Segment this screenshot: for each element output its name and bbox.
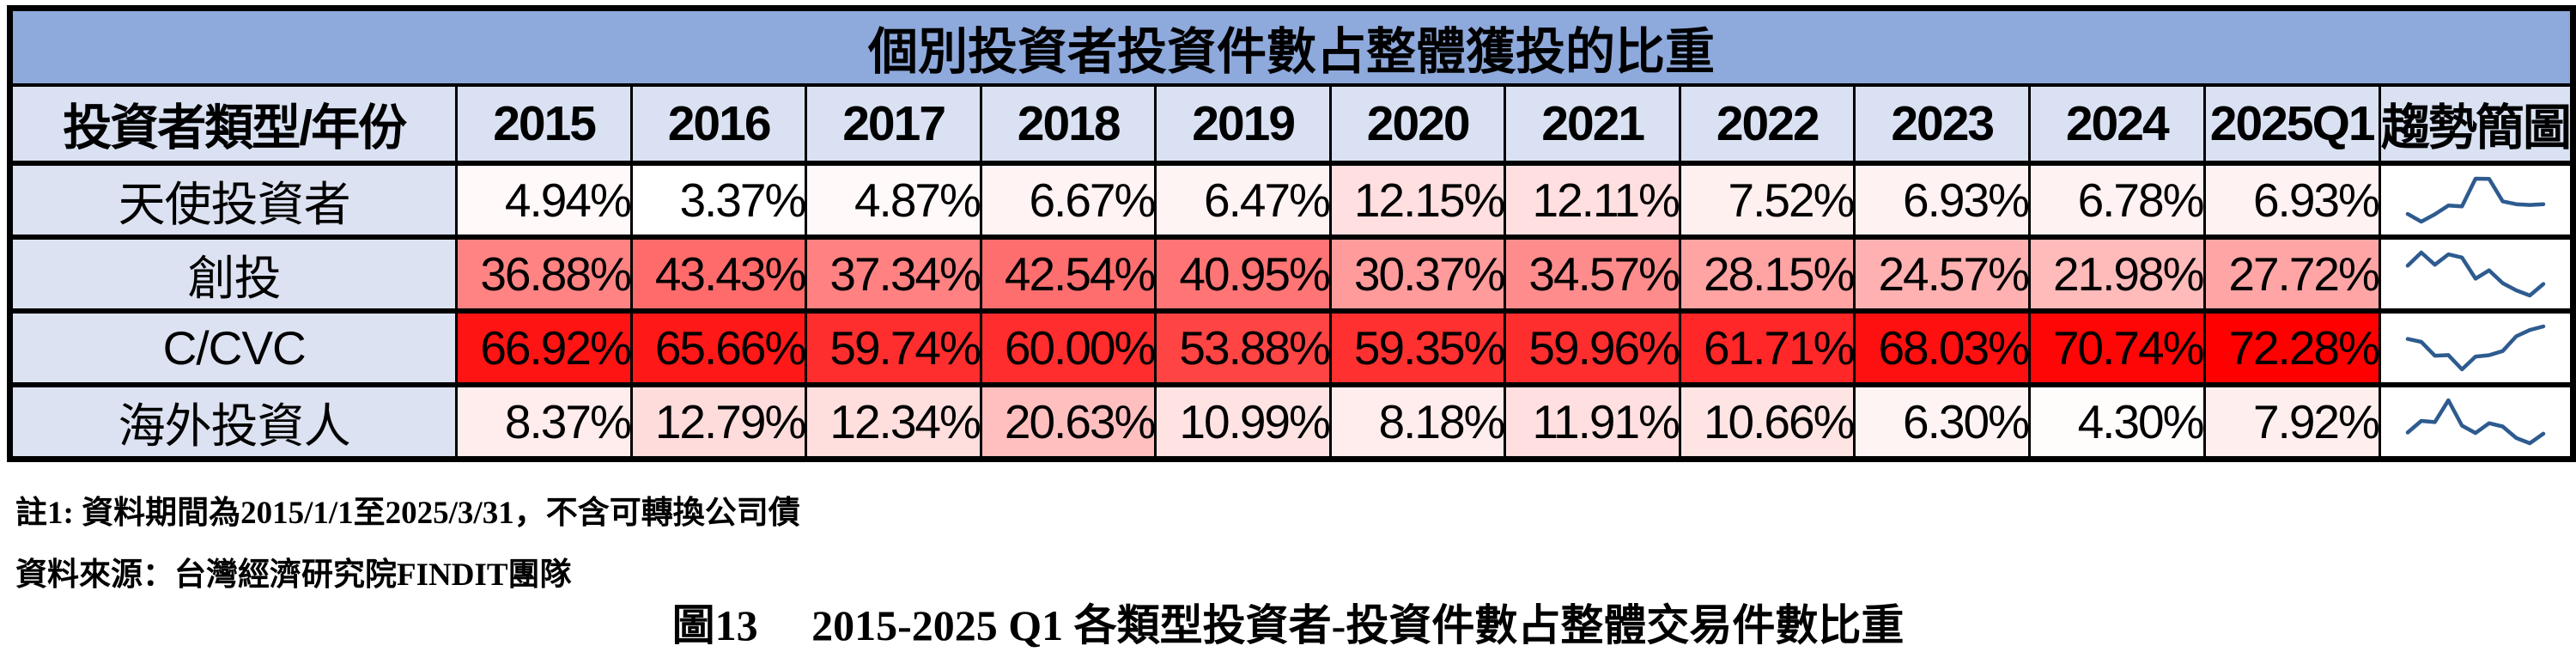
- year-header: 2021: [1504, 83, 1681, 165]
- value-cell: 7.92%: [2202, 383, 2381, 460]
- value-cell: 6.93%: [1853, 161, 2031, 239]
- table-title: 個別投資者投資件數占整體獲投的比重: [9, 7, 2574, 87]
- value-cell: 34.57%: [1504, 235, 1681, 313]
- year-header: 2016: [629, 83, 808, 165]
- value-cell: 43.43%: [629, 235, 808, 313]
- value-cell: 11.91%: [1504, 383, 1681, 460]
- sparkline-cell: [2378, 161, 2575, 239]
- value-cell: 70.74%: [2028, 309, 2206, 387]
- table-header-row: 投資者類型/年份 2015 2016 2017 2018 2019 2020 2021 2022…: [8, 83, 2575, 165]
- value-cell: 4.30%: [2028, 383, 2206, 460]
- value-cell: 28.15%: [1678, 235, 1856, 313]
- value-cell: 6.93%: [2202, 161, 2381, 239]
- year-header: 2025Q1: [2202, 83, 2381, 165]
- year-header: 2023: [1853, 83, 2031, 165]
- value-cell: 12.11%: [1504, 161, 1681, 239]
- year-header: 2024: [2028, 83, 2206, 165]
- value-cell: 6.47%: [1154, 161, 1332, 239]
- note-data-period: 註1: 資料期間為2015/1/1至2025/3/31，不含可轉換公司債: [15, 496, 800, 531]
- value-cell: 6.78%: [2028, 161, 2206, 239]
- row-label: 海外投資人: [8, 383, 459, 460]
- value-cell: 61.71%: [1678, 309, 1856, 387]
- table-row: 創投 36.88% 43.43% 37.34% 42.54% 40.95% 30.37% 34…: [8, 235, 2575, 313]
- year-header: 2018: [979, 83, 1157, 165]
- value-cell: 4.87%: [805, 161, 982, 239]
- figure-caption: 圖13 2015-2025 Q1 各類型投資者-投資件數占整體交易件數比重: [671, 601, 1905, 649]
- row-label: 天使投資者: [8, 161, 459, 239]
- row-label: C/CVC: [8, 309, 459, 387]
- value-cell: 66.92%: [455, 309, 633, 387]
- value-cell: 53.88%: [1154, 309, 1332, 387]
- value-cell: 12.79%: [629, 383, 808, 460]
- value-cell: 65.66%: [629, 309, 808, 387]
- year-header: 2020: [1328, 83, 1507, 165]
- value-cell: 7.52%: [1678, 161, 1856, 239]
- trend-sparkline: [2405, 250, 2546, 298]
- value-cell: 24.57%: [1853, 235, 2031, 313]
- value-cell: 4.94%: [455, 161, 633, 239]
- investor-share-table: 個別投資者投資件數占整體獲投的比重 投資者類型/年份 2015 2016 2017 201…: [7, 5, 2576, 462]
- table-title-row: 個別投資者投資件數占整體獲投的比重: [9, 7, 2574, 87]
- value-cell: 68.03%: [1853, 309, 2031, 387]
- value-cell: 27.72%: [2202, 235, 2381, 313]
- value-cell: 42.54%: [979, 235, 1157, 313]
- year-header: 2019: [1154, 83, 1332, 165]
- value-cell: 59.35%: [1328, 309, 1507, 387]
- row-label: 創投: [8, 235, 459, 313]
- value-cell: 21.98%: [2028, 235, 2206, 313]
- value-cell: 12.15%: [1328, 161, 1507, 239]
- value-cell: 10.66%: [1678, 383, 1856, 460]
- value-cell: 6.67%: [979, 161, 1157, 239]
- value-cell: 20.63%: [979, 383, 1157, 460]
- table-row: 海外投資人 8.37% 12.79% 12.34% 20.63% 10.99% 8.18% 1…: [8, 383, 2575, 460]
- table-row: 天使投資者 4.94% 3.37% 4.87% 6.67% 6.47% 12.15% 12.1…: [8, 161, 2575, 239]
- trend-sparkline: [2405, 398, 2546, 446]
- value-cell: 37.34%: [805, 235, 982, 313]
- value-cell: 30.37%: [1328, 235, 1507, 313]
- value-cell: 6.30%: [1853, 383, 2031, 460]
- year-header: 2015: [455, 83, 633, 165]
- value-cell: 59.96%: [1504, 309, 1681, 387]
- trend-sparkline: [2405, 176, 2546, 224]
- trend-sparkline: [2405, 324, 2546, 372]
- sparkline-cell: [2378, 235, 2575, 313]
- year-header: 2017: [805, 83, 982, 165]
- value-cell: 8.18%: [1328, 383, 1507, 460]
- value-cell: 8.37%: [455, 383, 633, 460]
- note-data-source: 資料來源：台灣經濟研究院FINDIT團隊: [15, 557, 572, 593]
- value-cell: 72.28%: [2202, 309, 2381, 387]
- value-cell: 12.34%: [805, 383, 982, 460]
- year-header: 2022: [1678, 83, 1856, 165]
- sparkline-cell: [2378, 309, 2575, 387]
- value-cell: 3.37%: [629, 161, 808, 239]
- value-cell: 10.99%: [1154, 383, 1332, 460]
- value-cell: 60.00%: [979, 309, 1157, 387]
- value-cell: 36.88%: [455, 235, 633, 313]
- sparkline-header: 趨勢簡圖: [2378, 83, 2575, 165]
- value-cell: 59.74%: [805, 309, 982, 387]
- value-cell: 40.95%: [1154, 235, 1332, 313]
- corner-header: 投資者類型/年份: [8, 83, 459, 165]
- table-row: C/CVC 66.92% 65.66% 59.74% 60.00% 53.88% 59.35…: [8, 309, 2575, 387]
- sparkline-cell: [2378, 383, 2575, 460]
